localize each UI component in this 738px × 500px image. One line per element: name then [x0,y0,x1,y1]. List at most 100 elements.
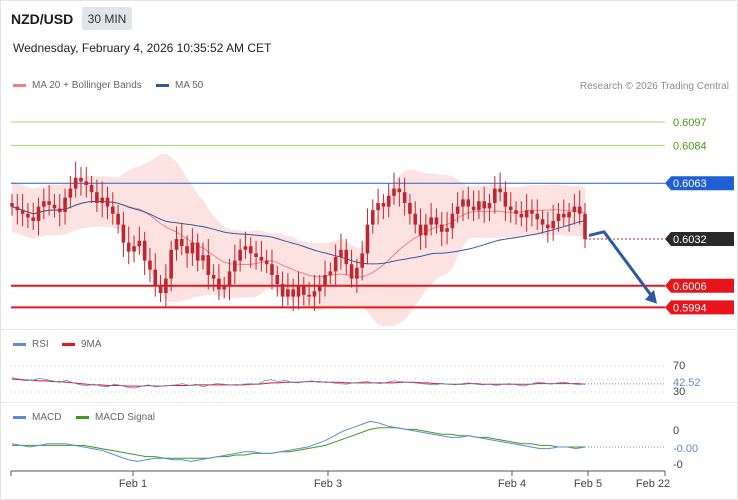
candle-body [111,206,115,214]
candle-body [312,291,317,297]
candle-body [95,192,99,203]
ma20-swatch [13,84,26,87]
candle-body [493,188,497,203]
candle-body [360,253,364,268]
current-price-label: 0.6032 [673,234,707,246]
candle-body [164,278,168,293]
candle-body [89,185,94,193]
candle-body [179,239,184,247]
candle-body [195,242,200,261]
candle-body [317,285,322,292]
candle-body [52,204,57,209]
candle-body [466,199,471,207]
candle-body [206,255,211,275]
candle-body [567,212,571,218]
candle-body [68,188,73,198]
candle-body [386,195,391,207]
candle-body [174,239,179,250]
candle-body [307,294,311,297]
candle-body [333,257,338,272]
candle-body [126,242,131,252]
candle-body [413,213,418,225]
candle-body [519,213,524,218]
candle-body [73,177,78,189]
level-tag-0.6006 [665,278,734,293]
candle-body [376,203,380,211]
candle-body [10,203,14,207]
candle-body [355,267,359,279]
candle-body [424,224,428,236]
ma20-label: MA 20 + Bollinger Bands [32,80,142,91]
candle-body [365,224,370,254]
candle-body [42,201,46,207]
candle-body [169,249,173,279]
forecast-arrow-line [588,230,655,299]
candle-body [280,284,285,297]
candle-body [434,217,439,225]
level-label-0.6063: 0.6063 [673,178,707,190]
candle-body [577,206,582,214]
timestamp: Wednesday, February 4, 2026 10:35:52 AM … [13,41,272,55]
level-tag-0.5994 [665,300,734,315]
level-label-0.6097: 0.6097 [673,117,707,129]
candle-body [503,192,508,207]
candle-body [217,278,221,290]
candle-body [132,246,136,252]
candle-body [572,206,577,212]
macd-tick-zero: 0 [673,425,680,437]
current-price-tag [665,232,734,246]
candle-body [57,208,62,212]
timeframe-badge[interactable]: 30 MIN [82,7,132,30]
candle-body [546,224,550,229]
candle-body [349,264,354,279]
candle-body [535,213,540,220]
candle-body [100,197,104,203]
candle-body [471,206,476,211]
ma50-swatch [156,84,169,87]
candle-body [344,249,349,265]
candle-body [296,285,301,297]
candle-body [540,219,545,225]
candle-body [461,199,465,207]
x-tick-label: Feb 5 [573,478,603,490]
candle-body [190,242,195,254]
candle-body [445,228,449,232]
legend-macd: MACD [13,412,61,423]
candle-body [392,188,396,196]
candle-body [583,213,587,239]
candle-body [270,264,274,275]
candle-body [201,255,205,261]
candle-body [259,257,264,261]
candle-body [408,203,412,214]
candle-body [275,275,280,284]
candle-body [116,213,120,225]
candle-body [227,271,232,286]
candle-body [137,240,142,247]
rsi-tick-70: 70 [673,360,686,372]
macd-label: MACD [32,412,62,423]
candle-body [148,260,152,270]
candle-body [286,289,290,297]
candle-body [26,213,30,218]
level-tag-0.6063 [665,176,734,191]
level-label-0.5994: 0.5994 [673,302,707,314]
bollinger-band-area [12,153,585,327]
x-tick-label: Feb 22 [635,478,671,490]
legend-rsi: RSI [13,339,49,350]
legend-rsi-ma: 9MA [62,339,102,350]
candle-body [20,210,25,214]
candle-body [31,217,36,221]
macd-current-value: -0.00 [673,443,699,455]
candle-body [381,203,386,207]
candle-body [556,213,561,221]
candle-body [561,213,566,218]
rsi-swatch [13,343,26,346]
candle-body [264,260,269,265]
legend-ma50: MA 50 [156,80,203,91]
legend-macd-signal: MACD Signal [76,412,155,423]
level-label-0.6084: 0.6084 [673,140,707,152]
candle-body [84,181,89,185]
candle-body [530,210,534,214]
candle-body [482,201,486,209]
x-tick-label: Feb 4 [497,478,527,490]
